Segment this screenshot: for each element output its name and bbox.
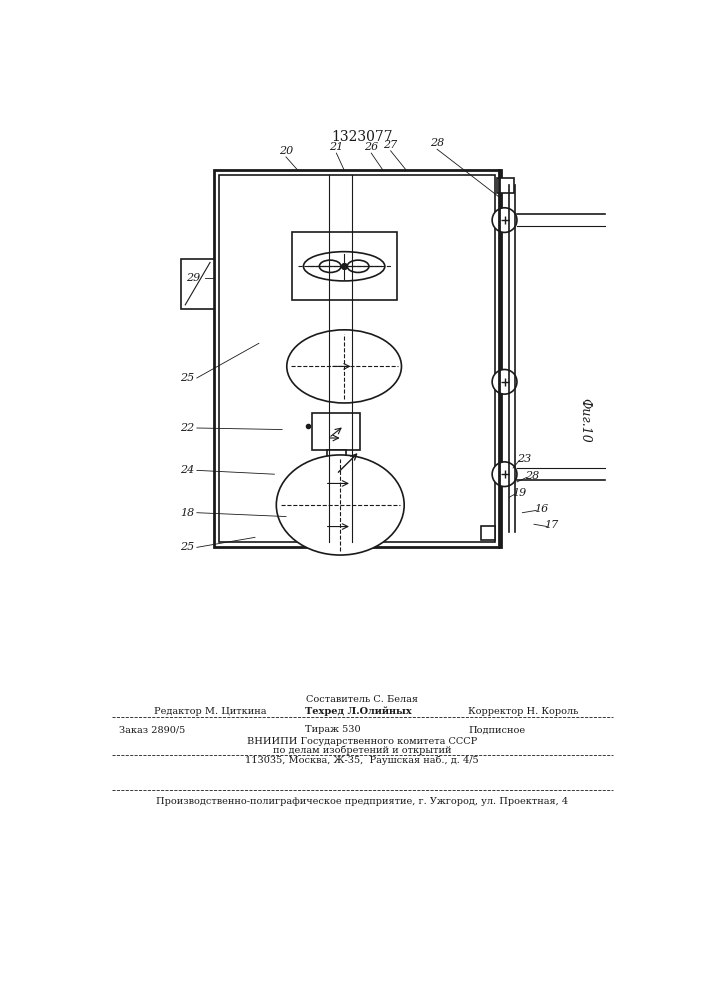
Text: Заказ 2890/5: Заказ 2890/5: [119, 725, 186, 734]
Text: 16: 16: [534, 504, 549, 514]
Circle shape: [492, 208, 517, 232]
Ellipse shape: [320, 260, 341, 272]
Text: Редактор М. Циткина: Редактор М. Циткина: [154, 707, 267, 716]
Text: 28: 28: [525, 471, 539, 481]
Bar: [327, 450, 346, 480]
Text: 25: 25: [180, 373, 194, 383]
Text: Фиг.10: Фиг.10: [578, 398, 591, 443]
Ellipse shape: [287, 330, 402, 403]
Text: 26: 26: [364, 142, 378, 152]
Text: 29: 29: [186, 273, 200, 283]
Text: 17: 17: [544, 520, 559, 530]
Text: Техред Л.Олийных: Техред Л.Олийных: [305, 707, 412, 716]
Ellipse shape: [303, 252, 385, 281]
Ellipse shape: [347, 260, 369, 272]
Bar: [312, 413, 361, 450]
Ellipse shape: [276, 455, 404, 555]
Text: 28: 28: [430, 138, 444, 148]
Text: Корректор Н. Король: Корректор Н. Король: [468, 707, 585, 716]
Text: 23: 23: [517, 454, 531, 464]
Text: Производственно-полиграфическое предприятие, г. Ужгород, ул. Проектная, 4: Производственно-полиграфическое предприя…: [156, 797, 568, 806]
Bar: [497, 178, 514, 193]
Text: 27: 27: [383, 140, 398, 150]
Text: по делам изобретений и открытий: по делам изобретений и открытий: [273, 746, 451, 755]
Text: 21: 21: [329, 142, 344, 152]
Text: Составитель С. Белая: Составитель С. Белая: [306, 695, 418, 704]
Bar: [481, 526, 495, 540]
Circle shape: [492, 462, 517, 487]
Ellipse shape: [347, 260, 369, 272]
Circle shape: [492, 369, 517, 394]
Text: 18: 18: [180, 508, 194, 518]
Text: 19: 19: [512, 488, 527, 498]
Bar: [214, 170, 501, 547]
Text: 1323077: 1323077: [331, 130, 393, 144]
Text: 113035, Москва, Ж-35,  Раушская наб., д. 4/5: 113035, Москва, Ж-35, Раушская наб., д. …: [245, 755, 479, 765]
Text: 22: 22: [180, 423, 194, 433]
Text: 20: 20: [279, 146, 293, 156]
Text: ВНИИПИ Государственного комитета СССР: ВНИИПИ Государственного комитета СССР: [247, 737, 477, 746]
Bar: [182, 259, 214, 309]
Text: Подписное: Подписное: [468, 725, 525, 734]
Ellipse shape: [320, 260, 341, 272]
Bar: [292, 232, 397, 300]
Text: 24: 24: [180, 465, 194, 475]
Ellipse shape: [303, 252, 385, 281]
Bar: [219, 175, 495, 542]
Text: Тираж 530: Тираж 530: [305, 725, 361, 734]
Text: 25: 25: [180, 542, 194, 552]
